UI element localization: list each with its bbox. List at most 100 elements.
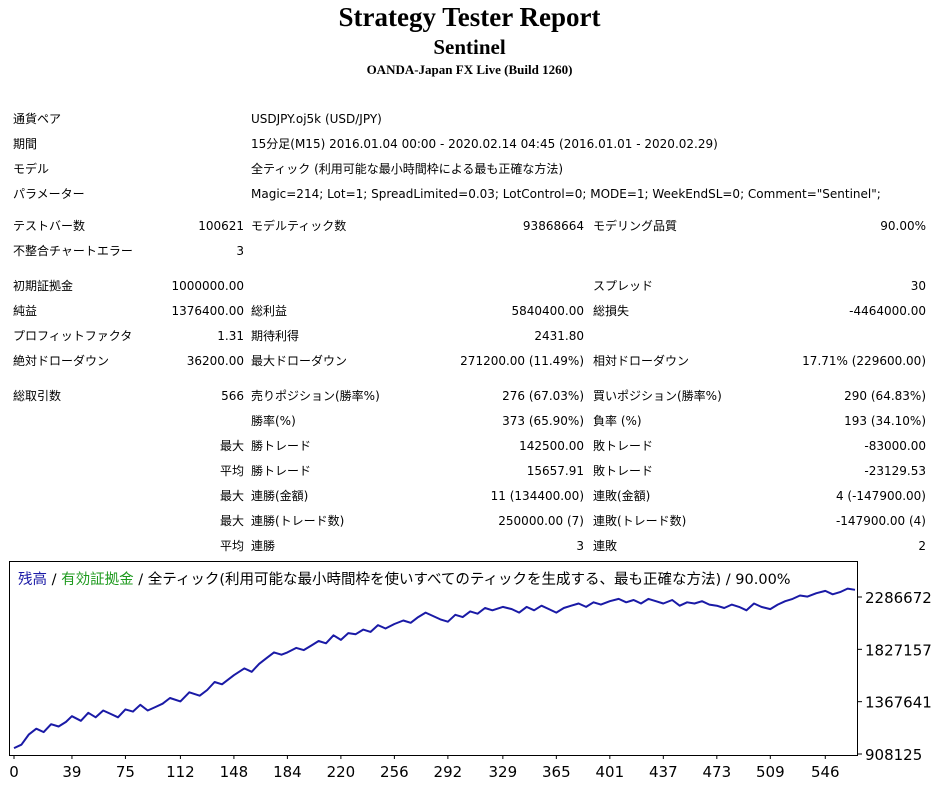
profit-factor-label: プロフィットファクタ bbox=[13, 329, 133, 343]
chart-legend: 残高 / 有効証拠金 / 全ティック(利用可能な最小時間枠を使いすべてのティック… bbox=[18, 570, 791, 588]
bars-value: 100621 bbox=[198, 219, 244, 233]
avg-consecutive-losses-value: 2 bbox=[918, 539, 926, 553]
period-label: 期間 bbox=[13, 137, 38, 151]
max-consecutive-wins-label: 連勝(金額) bbox=[251, 489, 309, 503]
symbol-value: USDJPY.oj5k (USD/JPY) bbox=[251, 112, 382, 126]
quality-value: 90.00% bbox=[880, 219, 926, 233]
parameters-label: パラメーター bbox=[13, 187, 85, 201]
long-positions-label: 買いポジション(勝率%) bbox=[593, 389, 722, 403]
maximal-drawdown-value: 271200.00 (11.49%) bbox=[460, 354, 584, 368]
absolute-drawdown-label: 絶対ドローダウン bbox=[13, 354, 110, 368]
legend-balance: 残高 bbox=[18, 571, 47, 588]
x-tick-label: 509 bbox=[756, 763, 785, 781]
relative-drawdown-label: 相対ドローダウン bbox=[593, 354, 690, 368]
x-tick-label: 75 bbox=[116, 763, 135, 781]
mismatch-label: 不整合チャートエラー bbox=[13, 244, 133, 258]
expected-payoff-label: 期待利得 bbox=[251, 329, 300, 343]
profit-trades-label: 勝率(%) bbox=[251, 414, 296, 428]
loss-trades-value: 193 (34.10%) bbox=[844, 414, 926, 428]
avg-cons-prefix: 平均 bbox=[219, 539, 244, 553]
report-title: Strategy Tester Report bbox=[338, 2, 601, 32]
expected-payoff-value: 2431.80 bbox=[534, 329, 584, 343]
period-value: 15分足(M15) 2016.01.04 00:00 - 2020.02.14 … bbox=[251, 137, 718, 151]
x-tick-label: 256 bbox=[380, 763, 409, 781]
gross-profit-value: 5840400.00 bbox=[511, 304, 584, 318]
max-cons-prefix: 最大 bbox=[219, 489, 244, 503]
x-tick-label: 437 bbox=[649, 763, 678, 781]
y-tick-label: 1367641 bbox=[865, 694, 932, 712]
legend-sep: / bbox=[47, 572, 61, 588]
ticks-value: 93868664 bbox=[522, 219, 584, 233]
ticks-label: モデルティック数 bbox=[251, 219, 347, 233]
average-prefix: 平均 bbox=[219, 464, 244, 478]
net-profit-label: 純益 bbox=[13, 304, 38, 318]
max-consecutive-wins-value: 11 (134400.00) bbox=[490, 489, 584, 503]
profit-trades-value: 373 (65.90%) bbox=[502, 414, 584, 428]
x-tick-label: 112 bbox=[166, 763, 195, 781]
largest-win-value: 142500.00 bbox=[519, 439, 584, 453]
max-consecutive-profit-value: 250000.00 (7) bbox=[498, 514, 584, 528]
series-lines bbox=[13, 587, 856, 750]
x-tick-label: 401 bbox=[596, 763, 625, 781]
legend-rest: / 全ティック(利用可能な最小時間枠を使いすべてのティックを生成する、最も正確な… bbox=[134, 570, 791, 588]
relative-drawdown-value: 17.71% (229600.00) bbox=[802, 354, 926, 368]
x-tick-label: 220 bbox=[327, 763, 356, 781]
spread-label: スプレッド bbox=[593, 279, 654, 293]
max-consecutive-profit-label: 連勝(トレード数) bbox=[251, 514, 345, 528]
gross-loss-value: -4464000.00 bbox=[849, 304, 926, 318]
x-tick-label: 148 bbox=[220, 763, 249, 781]
x-tick-label: 292 bbox=[434, 763, 463, 781]
average-loss-value: -23129.53 bbox=[864, 464, 926, 478]
mismatch-value: 3 bbox=[236, 244, 244, 258]
max-consecutive-losses-label: 連敗(金額) bbox=[593, 489, 651, 503]
x-axis: 0 39 75 112 148 184 220 256 292 329 365 401 437 473 50… bbox=[9, 755, 840, 781]
x-tick-label: 329 bbox=[489, 763, 518, 781]
x-tick-label: 39 bbox=[62, 763, 81, 781]
avg-consecutive-wins-label: 連勝 bbox=[251, 539, 276, 553]
maximal-drawdown-label: 最大ドローダウン bbox=[251, 354, 348, 368]
ea-name: Sentinel bbox=[433, 35, 506, 59]
bars-label: テストバー数 bbox=[13, 219, 86, 233]
parameters-value: Magic=214; Lot=1; SpreadLimited=0.03; Lo… bbox=[251, 187, 881, 201]
net-profit-value: 1376400.00 bbox=[171, 304, 244, 318]
long-positions-value: 290 (64.83%) bbox=[844, 389, 926, 403]
max-consecutive-loss-value: -147900.00 (4) bbox=[835, 514, 926, 528]
total-trades-value: 566 bbox=[221, 389, 244, 403]
server-name: OANDA-Japan FX Live (Build 1260) bbox=[366, 62, 573, 77]
x-tick-label: 473 bbox=[702, 763, 731, 781]
balance-chart-svg: 残高 / 有効証拠金 / 全ティック(利用可能な最小時間枠を使いすべてのティック… bbox=[9, 561, 932, 781]
loss-trades-label: 負率 (%) bbox=[593, 414, 642, 428]
x-tick-label: 0 bbox=[9, 763, 19, 781]
plot-frame bbox=[9, 561, 858, 756]
quality-label: モデリング品質 bbox=[593, 219, 678, 233]
short-positions-label: 売りポジション(勝率%) bbox=[251, 389, 380, 403]
profit-factor-value: 1.31 bbox=[217, 329, 244, 343]
absolute-drawdown-value: 36200.00 bbox=[186, 354, 244, 368]
x-tick-label: 546 bbox=[811, 763, 840, 781]
spread-value: 30 bbox=[910, 279, 926, 293]
max-consecutive-losses-value: 4 (-147900.00) bbox=[835, 489, 926, 503]
average-win-label: 勝トレード bbox=[251, 464, 312, 478]
y-tick-label: 2286672 bbox=[865, 589, 932, 607]
model-value: 全ティック (利用可能な最小時間枠による最も正確な方法) bbox=[251, 162, 564, 176]
x-tick-label: 365 bbox=[542, 763, 571, 781]
short-positions-value: 276 (67.03%) bbox=[502, 389, 584, 403]
largest-loss-value: -83000.00 bbox=[864, 439, 926, 453]
balance-line bbox=[13, 587, 856, 750]
y-axis: 2286672 1827157 1367641 908125 bbox=[857, 589, 932, 764]
legend-equity: 有効証拠金 bbox=[61, 571, 134, 588]
y-tick-label: 908125 bbox=[865, 746, 922, 764]
gross-loss-label: 総損失 bbox=[593, 304, 630, 318]
average-win-value: 15657.91 bbox=[526, 464, 584, 478]
largest-win-label: 勝トレード bbox=[251, 439, 312, 453]
max-cons-count-prefix: 最大 bbox=[219, 514, 244, 528]
max-consecutive-loss-label: 連敗(トレード数) bbox=[593, 514, 687, 528]
y-tick-label: 1827157 bbox=[865, 641, 932, 659]
x-tick-label: 184 bbox=[273, 763, 302, 781]
average-loss-label: 敗トレード bbox=[593, 464, 654, 478]
largest-loss-label: 敗トレード bbox=[593, 439, 654, 453]
largest-prefix: 最大 bbox=[219, 439, 244, 453]
deposit-value: 1000000.00 bbox=[171, 279, 244, 293]
gross-profit-label: 総利益 bbox=[251, 304, 288, 318]
avg-consecutive-losses-label: 連敗 bbox=[593, 539, 618, 553]
